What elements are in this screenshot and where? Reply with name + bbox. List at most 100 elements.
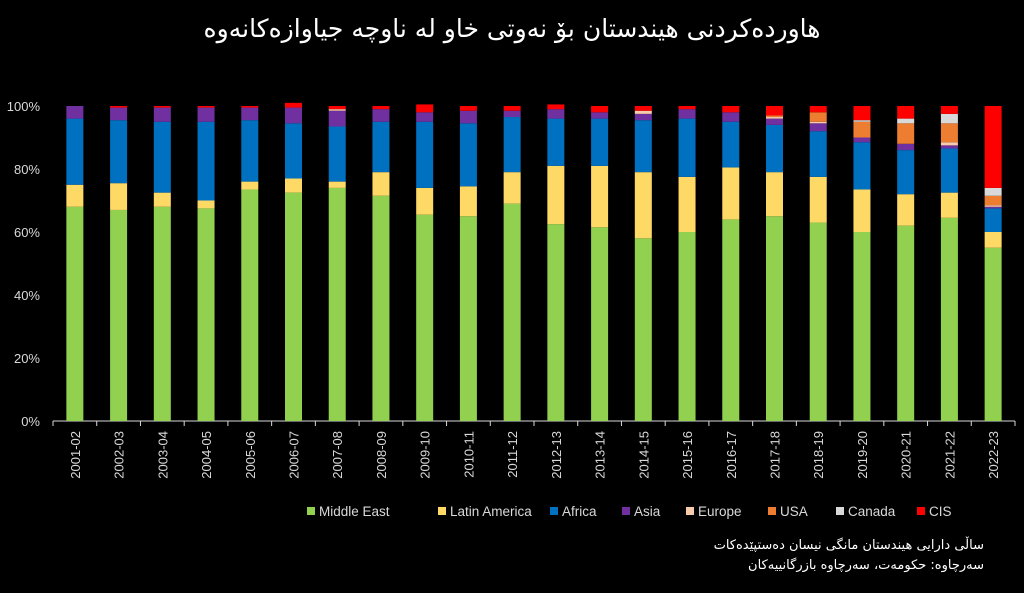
bar-segment-cis <box>241 106 259 108</box>
bar-segment-asia <box>853 137 871 143</box>
legend-swatch <box>917 507 925 515</box>
bar-segment-africa <box>591 118 609 166</box>
legend-swatch <box>307 507 315 515</box>
bar-segment-cis <box>634 106 652 111</box>
bar-segment-latin-america <box>372 172 390 196</box>
bar-segment-cis <box>984 106 1002 188</box>
bar-segment-middle-east <box>678 232 696 421</box>
bar-segment-usa <box>897 123 915 144</box>
x-tick-label: 2020-21 <box>899 431 914 479</box>
bar-segment-middle-east <box>285 192 302 421</box>
legend-label: USA <box>780 504 808 519</box>
bar-segment-africa <box>372 121 390 173</box>
bar-segment-europe <box>809 121 827 124</box>
bar-segment-middle-east <box>809 222 827 421</box>
bar-segment-europe <box>634 110 652 114</box>
bar-segment-middle-east <box>110 209 128 421</box>
bar-segment-cis <box>285 102 302 108</box>
legend-label: Middle East <box>319 504 390 519</box>
bar-segment-latin-america <box>984 232 1002 248</box>
bar-segment-middle-east <box>416 214 434 421</box>
bar-segment-latin-america <box>853 189 871 232</box>
bar-segment-asia <box>459 110 477 124</box>
bar-segment-africa <box>853 142 871 190</box>
bar-segment-africa <box>634 120 652 173</box>
bar-segment-canada <box>940 113 958 124</box>
legend-swatch <box>768 507 776 515</box>
bar-segment-asia <box>678 109 696 119</box>
bar-segment-asia <box>197 107 215 122</box>
bar-segment-latin-america <box>722 167 740 220</box>
bar-segment-cis <box>897 106 915 119</box>
bar-segment-asia <box>591 112 609 119</box>
x-tick-label: 2004-05 <box>199 431 214 479</box>
bar-segment-usa <box>984 195 1002 206</box>
legend-label: Europe <box>698 504 742 519</box>
bar-segment-africa <box>766 124 783 173</box>
x-tick-label: 2006-07 <box>287 431 302 479</box>
bar-segment-middle-east <box>66 206 84 421</box>
x-tick-label: 2003-04 <box>155 431 170 479</box>
bar-segment-cis <box>591 106 609 113</box>
x-axis-labels: 2001-02 2002-03 2003-04 2004-05 2005-06 2006-… <box>68 431 1001 479</box>
bar-segment-canada <box>853 120 871 122</box>
y-tick-label: 100% <box>7 99 41 114</box>
bar-segment-middle-east <box>984 247 1002 421</box>
bar-segment-cis <box>853 106 871 121</box>
bar-segment-latin-america <box>766 172 783 217</box>
bar-segment-africa <box>984 208 1002 232</box>
bar-segment-middle-east <box>634 238 652 421</box>
bar-segment-middle-east <box>897 225 915 421</box>
source-note: سەرچاوە: حکومەت، سەرچاوە بازرگانییەکان <box>748 558 984 573</box>
x-tick-label: 2005-06 <box>243 431 258 479</box>
legend-label: Latin America <box>450 504 532 519</box>
bars <box>66 102 1002 421</box>
bar-segment-latin-america <box>547 165 565 225</box>
x-tick-label: 2001-02 <box>68 431 83 479</box>
bar-segment-africa <box>153 121 171 193</box>
y-tick-label: 40% <box>14 288 40 303</box>
x-tick-label: 2010-11 <box>461 431 476 478</box>
bar-segment-middle-east <box>459 216 477 421</box>
x-tick-label: 2014-15 <box>636 431 651 479</box>
bar-segment-asia <box>809 123 827 132</box>
bar-segment-cis <box>416 104 434 113</box>
bar-segment-asia <box>416 112 434 122</box>
bar-segment-usa <box>940 123 958 143</box>
bar-segment-asia <box>722 112 740 122</box>
bar-segment-middle-east <box>372 195 390 421</box>
bar-segment-latin-america <box>591 165 609 228</box>
bar-segment-latin-america <box>416 187 434 215</box>
bar-segment-latin-america <box>241 181 259 190</box>
bar-segment-africa <box>459 123 477 187</box>
bar-segment-africa <box>66 118 84 185</box>
x-tick-label: 2017-18 <box>768 431 783 479</box>
y-tick-label: 20% <box>14 351 40 366</box>
bar-segment-middle-east <box>153 206 171 421</box>
bar-segment-cis <box>110 106 128 108</box>
bar-segment-africa <box>897 150 915 195</box>
legend-label: CIS <box>929 504 952 519</box>
bar-segment-middle-east <box>197 208 215 421</box>
bar-segment-africa <box>197 121 215 201</box>
x-tick-label: 2019-20 <box>855 431 870 479</box>
bar-segment-middle-east <box>328 187 346 421</box>
bar-segment-usa <box>809 112 827 122</box>
bar-segment-africa <box>722 121 740 168</box>
bar-segment-cis <box>153 106 171 108</box>
bar-segment-asia <box>328 110 346 127</box>
y-tick-label: 0% <box>21 414 40 429</box>
legend-swatch <box>550 507 558 515</box>
bar-segment-europe <box>766 117 783 119</box>
bar-segment-europe <box>984 205 1002 207</box>
fiscal-year-note: ساڵی دارایی هیندستان مانگی نیسان دەستپێد… <box>713 538 984 553</box>
bar-segment-africa <box>678 118 696 177</box>
bar-segment-africa <box>809 131 827 177</box>
bar-segment-cis <box>197 106 215 108</box>
bar-segment-europe <box>328 109 346 111</box>
x-tick-label: 2009-10 <box>418 431 433 479</box>
x-tick-label: 2012-13 <box>549 431 564 479</box>
legend-swatch <box>438 507 446 515</box>
chart-title: هاوردەکردنی هیندستان بۆ نەوتی خاو لە ناو… <box>203 14 821 43</box>
